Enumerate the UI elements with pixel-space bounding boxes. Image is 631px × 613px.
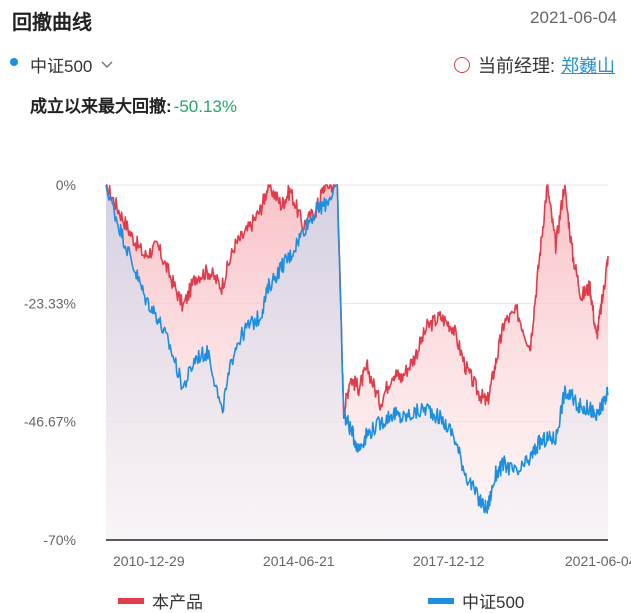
manager-name-link[interactable]: 郑巍山 [561, 56, 615, 76]
legend-benchmark-label: 中证500 [462, 593, 525, 612]
legend-product-label: 本产品 [152, 593, 203, 612]
benchmark-selector-label: 中证500 [30, 57, 93, 76]
page-title: 回撤曲线 [12, 12, 92, 34]
benchmark-selector[interactable]: 中证500 [10, 52, 114, 77]
y-tick-label: -46.67% [24, 414, 76, 430]
x-tick-label: 2017-12-12 [413, 553, 485, 569]
y-tick-label: -70% [43, 532, 76, 548]
x-tick-label: 2014-06-21 [263, 553, 335, 569]
max-drawdown-label: 成立以来最大回撤: [30, 97, 172, 116]
y-tick-label: -23.33% [24, 295, 76, 311]
manager-prefix: 当前经理: [477, 56, 555, 76]
benchmark-dot-icon [10, 58, 18, 66]
chevron-down-icon [101, 60, 113, 68]
max-drawdown: 成立以来最大回撤: -50.13% [30, 92, 237, 117]
product-line [106, 184, 609, 419]
legend-product: 本产品 [118, 588, 203, 613]
drawdown-chart: 0% -23.33% -46.67% -70% 2010-12-29 2014-06-21… [24, 177, 631, 569]
legend-benchmark: 中证500 [428, 588, 524, 613]
x-tick-label: 2021-06-04 [565, 553, 631, 569]
max-drawdown-value: -50.13% [173, 97, 237, 116]
legend-benchmark-swatch [428, 597, 454, 604]
data-date: 2021-06-04 [530, 8, 617, 27]
benchmark-line [105, 184, 609, 514]
manager-ring-icon [453, 57, 470, 73]
current-manager: 当前经理: 郑巍山 [453, 52, 615, 78]
y-tick-label: 0% [56, 177, 76, 193]
x-tick-label: 2010-12-29 [113, 553, 185, 569]
legend-product-swatch [118, 597, 144, 604]
benchmark-area [106, 185, 608, 540]
